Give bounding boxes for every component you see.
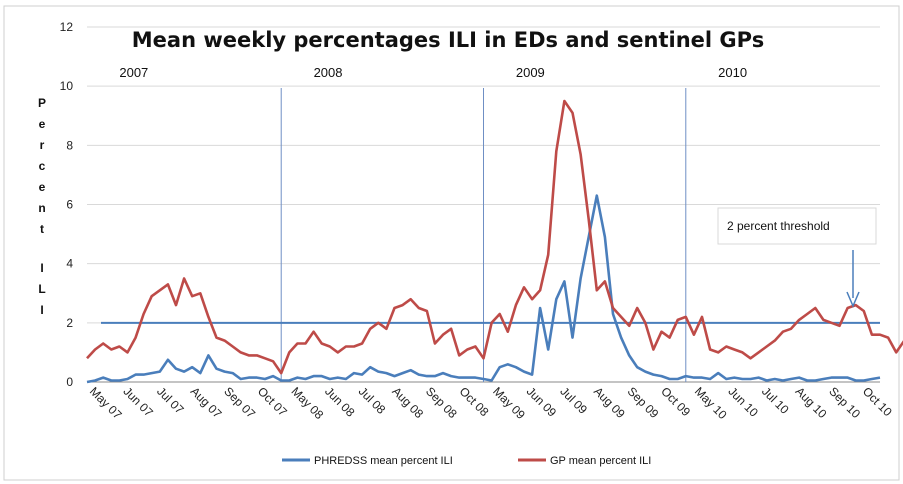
y-axis-title-letter: c — [39, 159, 46, 173]
chart-title: Mean weekly percentages ILI in EDs and s… — [132, 28, 764, 52]
y-axis-title-letter: e — [39, 117, 46, 131]
y-axis-title-letter: P — [38, 96, 46, 110]
threshold-annotation-box — [717, 207, 877, 245]
legend-label-gp: GP mean percent ILI — [550, 455, 651, 467]
y-tick-label: 10 — [60, 79, 74, 93]
threshold-annotation-label: 2 percent threshold — [727, 219, 830, 233]
y-axis-title-letter: t — [40, 222, 44, 236]
y-tick-label: 2 — [66, 316, 73, 330]
chart-border — [3, 5, 900, 481]
year-label: 2010 — [718, 65, 747, 80]
y-tick-label: 8 — [66, 138, 73, 152]
year-label: 2007 — [119, 65, 148, 80]
y-axis-title-letter: r — [40, 138, 45, 152]
y-axis-title-letter: I — [40, 303, 43, 317]
y-axis-title-letter: I — [40, 261, 43, 275]
y-tick-label: 12 — [60, 20, 74, 34]
y-tick-label: 0 — [66, 375, 73, 389]
y-axis-title-letter: L — [38, 282, 45, 296]
plot-layer — [86, 99, 903, 384]
legend-label-phredss: PHREDSS mean percent ILI — [314, 455, 453, 467]
series-line-phredss — [86, 194, 881, 384]
year-label: 2008 — [314, 65, 343, 80]
y-axis-title-letter: e — [39, 180, 46, 194]
y-tick-label: 6 — [66, 198, 73, 212]
y-tick-label: 4 — [66, 257, 73, 271]
year-label: 2009 — [516, 65, 545, 80]
y-axis-title-letter: n — [38, 201, 45, 215]
threshold-arrow-head — [846, 291, 860, 308]
series-line-gp — [86, 99, 903, 375]
